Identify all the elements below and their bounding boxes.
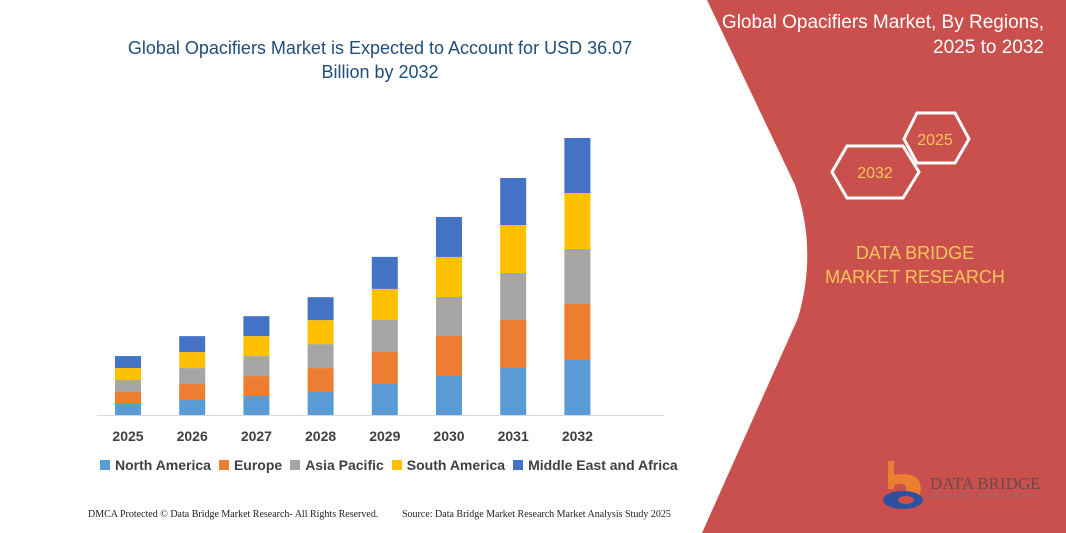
bar-segment-2030-north-america bbox=[436, 375, 462, 415]
bar-segment-2026-asia-pacific bbox=[179, 368, 206, 385]
bar-segment-2031-north-america bbox=[500, 368, 527, 415]
bar-segment-2026-north-america bbox=[179, 400, 206, 415]
x-tick-label: 2030 bbox=[433, 428, 464, 444]
bar-segment-2031-south-america bbox=[500, 225, 527, 274]
x-tick-label: 2028 bbox=[305, 428, 336, 444]
hex-2025 bbox=[902, 111, 971, 165]
bar-segment-2028-asia-pacific bbox=[307, 344, 334, 369]
x-tick-label: 2025 bbox=[112, 428, 143, 444]
logo-subtext: MARKET RESEARCH bbox=[931, 494, 1036, 500]
bar-segment-2032-europe bbox=[564, 303, 591, 360]
bar-segment-2032-asia-pacific bbox=[564, 248, 591, 304]
bar-segment-2030-middle-east-and-africa bbox=[436, 216, 462, 257]
bar-segment-2026-europe bbox=[179, 384, 206, 401]
bar-segment-2030-europe bbox=[436, 335, 462, 376]
x-tick-label: 2029 bbox=[369, 428, 400, 444]
legend-swatch bbox=[218, 460, 229, 470]
bar-segment-2028-europe bbox=[307, 368, 334, 393]
bar-segment-2027-asia-pacific bbox=[243, 356, 270, 377]
footer-copyright: DMCA Protected © Data Bridge Market Rese… bbox=[88, 509, 379, 520]
chart-title: Global Opacifiers Market is Expected to … bbox=[127, 38, 633, 82]
bar-segment-2026-south-america bbox=[179, 352, 206, 369]
bar-segment-2030-asia-pacific bbox=[436, 296, 462, 336]
bar-segment-2030-south-america bbox=[436, 256, 462, 297]
legend-item: South America bbox=[391, 457, 506, 473]
bar-segment-2032-middle-east-and-africa bbox=[564, 138, 591, 193]
logo-icon bbox=[883, 461, 923, 509]
legend-swatch bbox=[100, 460, 110, 470]
bar-segment-2025-middle-east-and-africa bbox=[115, 356, 141, 369]
side-panel-title: Global Opacifiers Market, By Regions, 20… bbox=[721, 12, 1044, 58]
x-tick-label: 2031 bbox=[498, 428, 529, 444]
bar-segment-2029-europe bbox=[371, 351, 398, 384]
hex-2025-label: 2025 bbox=[917, 132, 953, 149]
x-tick-label: 2027 bbox=[241, 428, 272, 444]
logo-text: DATA BRIDGE bbox=[930, 474, 1041, 493]
x-tick-label: 2026 bbox=[177, 428, 208, 444]
legend-item: Asia Pacific bbox=[290, 457, 384, 473]
bar-segment-2031-europe bbox=[500, 320, 527, 369]
bar-segment-2027-south-america bbox=[243, 336, 270, 357]
x-tick-label: 2032 bbox=[562, 428, 593, 444]
bar-segment-2027-north-america bbox=[243, 396, 270, 415]
bar-segment-2026-middle-east-and-africa bbox=[179, 336, 206, 353]
bar-segment-2031-middle-east-and-africa bbox=[500, 178, 527, 226]
bar-segment-2027-europe bbox=[243, 376, 270, 397]
legend-label: Europe bbox=[233, 457, 283, 473]
bar-segment-2029-north-america bbox=[371, 383, 398, 415]
bar-segment-2029-middle-east-and-africa bbox=[371, 256, 398, 289]
legend-item: Europe bbox=[218, 457, 283, 473]
legend-swatch bbox=[391, 460, 402, 470]
legend-swatch bbox=[513, 460, 524, 470]
brand-name: DATA BRIDGE MARKET RESEARCH bbox=[825, 243, 1005, 287]
bar-segment-2029-south-america bbox=[371, 288, 398, 320]
bar-segment-2032-south-america bbox=[564, 192, 591, 249]
legend-label: Middle East and Africa bbox=[528, 457, 678, 473]
legend-swatch bbox=[290, 460, 301, 470]
footer-source: Source: Data Bridge Market Research Mark… bbox=[402, 509, 671, 520]
legend: North America Europe Asia Pacific South Ame… bbox=[100, 457, 678, 473]
bar-segment-2031-asia-pacific bbox=[500, 273, 527, 321]
hex-2032-label: 2032 bbox=[857, 165, 893, 182]
bar-segment-2025-asia-pacific bbox=[115, 380, 141, 393]
bar-segment-2025-south-america bbox=[115, 368, 141, 381]
bar-segment-2028-middle-east-and-africa bbox=[307, 297, 334, 321]
legend-label: North America bbox=[115, 457, 211, 473]
legend-item: Middle East and Africa bbox=[513, 457, 678, 473]
legend-label: Asia Pacific bbox=[305, 457, 384, 473]
bar-segment-2032-north-america bbox=[564, 359, 591, 415]
hex-2032 bbox=[830, 144, 921, 200]
bar-segment-2025-north-america bbox=[115, 404, 141, 415]
legend-label: South America bbox=[406, 457, 506, 473]
bar-segment-2028-south-america bbox=[307, 320, 334, 345]
bar-segment-2029-asia-pacific bbox=[371, 319, 398, 352]
bar-segment-2027-middle-east-and-africa bbox=[243, 316, 270, 337]
bar-segment-2028-north-america bbox=[307, 392, 334, 415]
legend-item: North America bbox=[100, 457, 211, 473]
bar-segment-2025-europe bbox=[115, 392, 141, 405]
side-panel-background bbox=[702, 0, 1066, 533]
